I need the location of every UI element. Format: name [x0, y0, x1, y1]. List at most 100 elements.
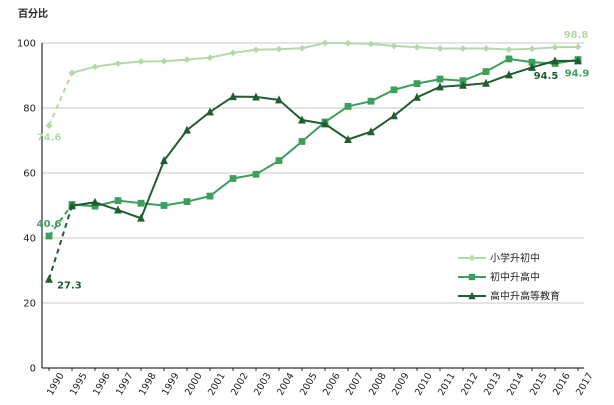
data-point-diamond — [160, 57, 168, 65]
data-point-triangle — [367, 127, 375, 136]
plot-area — [45, 39, 582, 283]
x-tick-label: 2006 — [321, 371, 343, 397]
data-point-diamond — [344, 39, 352, 47]
data-point-diamond — [551, 43, 559, 51]
data-point-diamond — [298, 44, 306, 52]
data-point-diamond — [413, 43, 421, 51]
legend-label: 小学升初中 — [490, 252, 540, 265]
series-3 — [45, 56, 582, 283]
data-point-square — [505, 55, 513, 63]
x-tick-label: 2008 — [367, 371, 389, 397]
y-tick-label: 60 — [23, 169, 36, 180]
data-point-diamond — [468, 254, 476, 262]
data-point-triangle — [459, 80, 467, 89]
series-dashed-segment — [48, 203, 73, 237]
x-tick-label: 2013 — [482, 371, 504, 397]
data-point-square — [436, 75, 444, 83]
x-tick-label: 2016 — [551, 371, 573, 397]
data-point-square — [229, 175, 237, 182]
data-label: 98.8 — [564, 30, 589, 41]
y-axis-ticks: 0 20 40 60 80 100 — [17, 39, 36, 375]
y-axis-title: 百分比 — [18, 7, 48, 20]
data-label: 94.9 — [565, 69, 590, 80]
data-point-triangle — [91, 197, 99, 206]
series-line — [71, 57, 579, 208]
data-point-triangle — [574, 56, 582, 65]
data-label: 74.6 — [37, 133, 62, 144]
data-point-triangle — [183, 125, 191, 134]
data-point-square — [528, 58, 536, 66]
x-tick-label: 2002 — [229, 371, 251, 397]
data-point-diamond — [91, 63, 99, 71]
series-line — [71, 59, 578, 220]
y-tick-label: 80 — [23, 104, 36, 115]
x-tick-label: 2017 — [574, 371, 596, 397]
y-tick-label: 40 — [23, 234, 36, 245]
data-point-triangle — [468, 291, 476, 300]
data-point-triangle — [321, 119, 329, 128]
data-point-diamond — [482, 45, 490, 52]
data-point-square — [160, 202, 168, 209]
series-line — [71, 41, 579, 74]
gridlines — [41, 42, 584, 369]
data-point-triangle — [505, 70, 513, 79]
data-point-square — [298, 138, 306, 145]
x-tick-label: 2003 — [252, 371, 274, 397]
data-point-triangle — [252, 92, 260, 101]
data-point-triangle — [68, 201, 76, 210]
x-tick-label: 2009 — [390, 371, 412, 397]
series-dashed-segment — [48, 72, 73, 126]
legend-item: 初中升高中 — [458, 271, 540, 284]
legend-item: 小学升初中 — [458, 252, 540, 265]
data-point-triangle — [275, 95, 283, 104]
data-point-square — [344, 102, 352, 110]
data-point-diamond — [206, 54, 214, 62]
data-point-triangle — [528, 62, 536, 71]
x-tick-label: 1996 — [91, 371, 113, 397]
data-point-diamond — [436, 45, 444, 52]
data-point-diamond — [114, 60, 122, 67]
x-tick-label: 1990 — [45, 371, 67, 397]
data-point-square — [206, 192, 214, 200]
data-point-diamond — [229, 49, 237, 57]
data-label: 27.3 — [57, 280, 82, 291]
x-tick-label: 2011 — [436, 371, 458, 397]
data-point-triangle — [551, 56, 559, 65]
data-point-square — [413, 80, 421, 88]
data-point-diamond — [275, 45, 283, 53]
x-tick-label: 2007 — [344, 371, 366, 397]
data-point-square — [137, 199, 145, 207]
x-tick-label: 1997 — [114, 371, 136, 397]
x-tick-label: 2004 — [275, 371, 297, 397]
data-point-square — [91, 202, 99, 210]
data-point-diamond — [459, 45, 467, 52]
data-point-triangle — [482, 78, 490, 87]
data-point-diamond — [252, 46, 260, 54]
data-point-diamond — [390, 42, 398, 50]
data-point-triangle — [413, 92, 421, 101]
data-point-triangle — [390, 111, 398, 120]
series-1 — [45, 39, 582, 129]
data-point-diamond — [68, 69, 76, 77]
data-point-diamond — [137, 58, 145, 65]
data-point-triangle — [206, 107, 214, 116]
data-point-triangle — [298, 115, 306, 124]
data-point-diamond — [505, 46, 513, 53]
data-point-square — [482, 68, 490, 75]
data-point-diamond — [528, 45, 536, 53]
data-point-diamond — [367, 40, 375, 48]
data-point-square — [468, 273, 476, 281]
data-label: 94.5 — [534, 71, 559, 82]
data-point-triangle — [45, 274, 53, 283]
y-tick-label: 20 — [23, 299, 36, 310]
y-tick-label: 100 — [17, 39, 36, 50]
x-tick-label: 2000 — [183, 371, 205, 397]
legend-label: 高中升高等教育 — [490, 290, 560, 303]
x-tick-label: 2005 — [298, 371, 320, 397]
y-tick-label: 0 — [30, 364, 36, 375]
data-point-diamond — [574, 43, 582, 51]
data-point-square — [459, 77, 467, 85]
series-dashed-segment — [48, 205, 73, 280]
data-label: 40.6 — [37, 219, 62, 230]
x-tick-label: 1998 — [137, 371, 159, 397]
